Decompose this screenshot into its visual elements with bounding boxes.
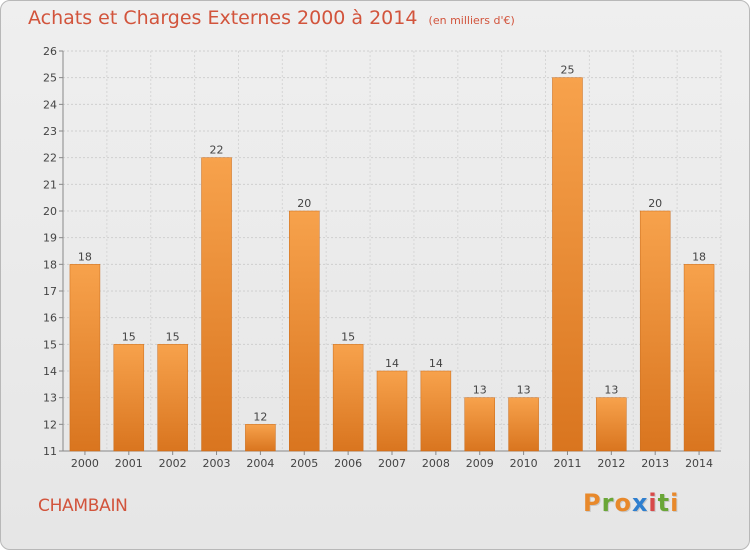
y-tick-label: 14: [43, 365, 57, 378]
bar: [464, 397, 495, 452]
y-tick-label: 20: [43, 205, 57, 218]
y-tick-label: 13: [43, 392, 57, 405]
x-tick-label: 2000: [71, 457, 99, 470]
bar: [113, 344, 145, 452]
bar: [245, 424, 276, 452]
data-label: 20: [297, 197, 311, 210]
bar: [332, 344, 364, 452]
y-tick-label: 12: [43, 418, 57, 431]
data-label: 20: [648, 197, 662, 210]
bar: [596, 397, 627, 452]
x-tick-labels: 2000 2001 2002 2003 2004 2005 2006 2007 2008 2009…: [71, 457, 713, 470]
logo-letter: o: [614, 489, 632, 517]
y-tick-label: 17: [43, 285, 57, 298]
bar: [201, 157, 232, 452]
data-label: 13: [604, 384, 618, 397]
bar: [69, 264, 101, 452]
x-tick-label: 2014: [685, 457, 713, 470]
y-tick-label: 19: [43, 232, 57, 245]
data-label: 15: [166, 330, 180, 343]
x-tick-label: 2008: [422, 457, 450, 470]
data-label: 18: [692, 250, 706, 263]
proxiti-logo: Proxiti: [583, 489, 679, 517]
data-label: 15: [341, 330, 355, 343]
bar: [683, 264, 715, 452]
data-label: 14: [429, 357, 443, 370]
bar: [639, 210, 671, 452]
bars: [69, 77, 715, 452]
y-tick-label: 15: [43, 338, 57, 351]
x-tick-label: 2005: [290, 457, 318, 470]
logo-letter: x: [631, 489, 649, 517]
y-tick-label: 21: [43, 178, 57, 191]
x-tick-label: 2003: [203, 457, 231, 470]
logo-letter: P: [583, 489, 602, 517]
x-tick-label: 2011: [553, 457, 581, 470]
data-label: 18: [78, 250, 92, 263]
x-tick-label: 2006: [334, 457, 362, 470]
logo-letter: r: [601, 489, 615, 517]
y-tick-label: 16: [43, 312, 57, 325]
data-label: 22: [210, 144, 224, 157]
logo-letter: i: [648, 489, 658, 517]
x-tick-label: 2012: [597, 457, 625, 470]
bar: [157, 344, 188, 452]
data-label: 12: [253, 410, 267, 423]
logo-letter: t: [657, 489, 671, 517]
data-label: 13: [473, 384, 487, 397]
x-tick-label: 2001: [115, 457, 143, 470]
bar: [420, 370, 452, 452]
town-name: CHAMBAIN: [38, 496, 128, 516]
data-label: 15: [122, 330, 136, 343]
chart-title-row: Achats et Charges Externes 2000 à 2014 (…: [28, 7, 515, 29]
x-tick-label: 2010: [510, 457, 538, 470]
y-tick-label: 26: [43, 45, 57, 58]
y-tick-label: 11: [43, 445, 57, 458]
logo-letter: i: [670, 489, 680, 517]
chart-unit: (en milliers d'€): [428, 14, 515, 27]
y-tick-label: 18: [43, 258, 57, 271]
bar: [552, 77, 583, 452]
x-tick-label: 2002: [159, 457, 187, 470]
bar: [289, 210, 320, 452]
x-tick-label: 2007: [378, 457, 406, 470]
y-tick-label: 23: [43, 125, 57, 138]
x-tick-label: 2004: [246, 457, 274, 470]
bar: [376, 370, 408, 452]
y-tick-label: 25: [43, 72, 57, 85]
x-tick-label: 2013: [641, 457, 669, 470]
y-tick-label: 24: [43, 98, 57, 111]
x-tick-label: 2009: [466, 457, 494, 470]
y-tick-label: 22: [43, 152, 57, 165]
chart-title: Achats et Charges Externes 2000 à 2014: [28, 7, 418, 29]
y-tick-labels: 11 12 13 14 15 16 17 18 19 20 21 22 23 24 25 26: [43, 45, 57, 458]
data-labels: 18 15 15 22 12 20 15 14 14 13 13 25 13 20 18: [78, 64, 706, 424]
bar: [508, 397, 539, 452]
data-label: 25: [560, 64, 574, 77]
data-label: 13: [517, 384, 531, 397]
data-label: 14: [385, 357, 399, 370]
